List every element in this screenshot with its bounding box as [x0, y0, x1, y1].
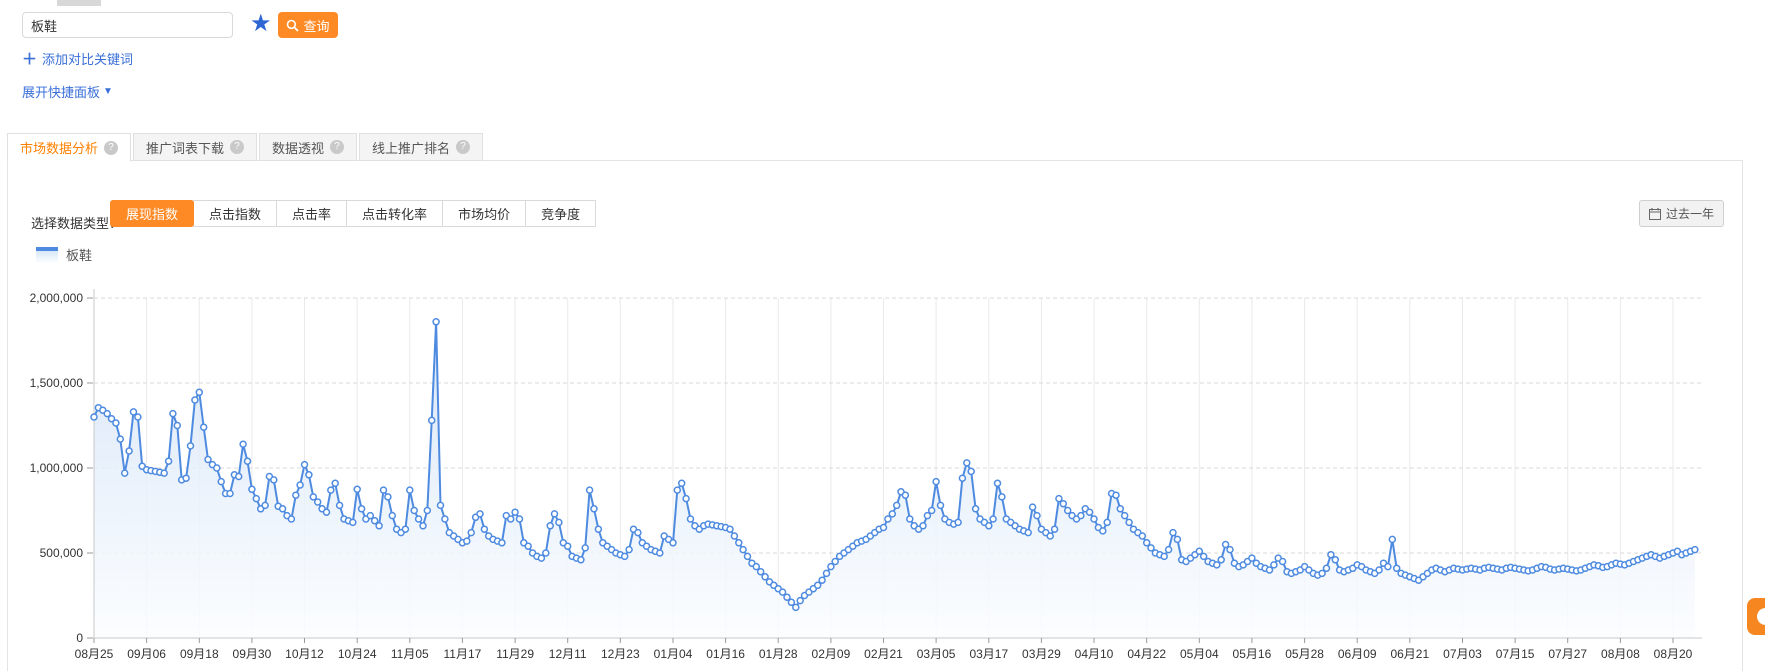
svg-text:01月16: 01月16	[706, 647, 745, 661]
help-icon[interactable]: ?	[330, 140, 345, 154]
plus-icon: ＋	[22, 51, 38, 68]
market-analysis-panel: 选择数据类型： 展现指数 点击指数 点击率 点击转化率 市场均价 竞争度 过去一…	[7, 160, 1743, 671]
svg-text:11月05: 11月05	[391, 647, 429, 661]
tab-bar: 市场数据分析 ? 推广词表下载 ? 数据透视 ? 线上推广排名 ?	[7, 133, 484, 162]
svg-text:05月16: 05月16	[1233, 647, 1272, 661]
trend-chart[interactable]: 0 500,000 1,000,000 1,500,000 2,000,000 08月25…	[21, 281, 1744, 671]
svg-text:2,000,000: 2,000,000	[30, 291, 84, 305]
svg-text:10月12: 10月12	[285, 647, 324, 661]
svg-text:03月17: 03月17	[969, 647, 1008, 661]
calendar-icon	[1648, 207, 1661, 220]
help-icon[interactable]: ?	[104, 140, 119, 155]
query-button-label: 查询	[303, 18, 330, 34]
help-icon[interactable]: ?	[456, 140, 471, 154]
svg-text:01月28: 01月28	[759, 647, 798, 661]
svg-text:11月17: 11月17	[443, 647, 481, 661]
data-type-button-group: 展现指数 点击指数 点击率 点击转化率 市场均价 竞争度	[110, 200, 597, 227]
svg-text:08月08: 08月08	[1601, 647, 1640, 661]
tab-online-promo-ranking[interactable]: 线上推广排名 ?	[359, 133, 484, 161]
select-data-type-label: 选择数据类型：	[31, 216, 123, 231]
svg-text:03月29: 03月29	[1022, 647, 1061, 661]
svg-text:03月05: 03月05	[917, 647, 956, 661]
type-market-avg-price[interactable]: 市场均价	[442, 200, 527, 227]
expand-quick-panel-link[interactable]: 展开快捷面板 ▼	[22, 82, 113, 101]
top-edge-fragment	[57, 0, 101, 6]
tab-promo-wordlist-download[interactable]: 推广词表下载 ?	[133, 133, 258, 161]
svg-text:04月10: 04月10	[1075, 647, 1114, 661]
svg-text:05月04: 05月04	[1180, 647, 1219, 661]
tab-data-pivot[interactable]: 数据透视 ?	[259, 133, 358, 161]
chat-ball-icon	[1757, 608, 1765, 625]
svg-text:09月06: 09月06	[127, 647, 166, 661]
svg-text:05月28: 05月28	[1285, 647, 1324, 661]
svg-text:06月21: 06月21	[1390, 647, 1429, 661]
legend-swatch	[36, 246, 58, 263]
tab-market-data-analysis[interactable]: 市场数据分析 ?	[7, 133, 132, 162]
caret-down-icon: ▼	[103, 86, 113, 97]
svg-text:12月23: 12月23	[601, 647, 640, 661]
svg-text:09月30: 09月30	[233, 647, 272, 661]
help-icon[interactable]: ?	[230, 140, 245, 154]
svg-text:02月09: 02月09	[812, 647, 851, 661]
type-competition[interactable]: 竞争度	[525, 200, 597, 227]
trend-chart-svg: 0 500,000 1,000,000 1,500,000 2,000,000 08月25…	[30, 289, 1702, 661]
tab-label: 市场数据分析	[20, 141, 99, 156]
query-button[interactable]: 查询	[278, 12, 338, 38]
svg-text:07月15: 07月15	[1496, 647, 1535, 661]
type-click-conversion-rate[interactable]: 点击转化率	[346, 200, 444, 227]
svg-text:500,000: 500,000	[40, 546, 84, 560]
svg-text:06月09: 06月09	[1338, 647, 1377, 661]
favorite-star-icon[interactable]: ★	[250, 10, 272, 37]
floating-chat-widget[interactable]	[1747, 598, 1765, 635]
svg-text:12月11: 12月11	[549, 647, 587, 661]
expand-panel-label: 展开快捷面板	[22, 85, 101, 100]
svg-text:0: 0	[76, 631, 83, 645]
keyword-search-input[interactable]	[22, 12, 233, 38]
date-range-button[interactable]: 过去一年	[1639, 200, 1724, 227]
legend-label: 板鞋	[66, 248, 93, 263]
legend-item[interactable]: 板鞋	[36, 245, 92, 264]
svg-text:07月27: 07月27	[1548, 647, 1587, 661]
search-icon	[287, 19, 300, 32]
tab-label: 推广词表下载	[146, 140, 225, 156]
svg-text:07月03: 07月03	[1443, 647, 1482, 661]
type-click-rate[interactable]: 点击率	[276, 200, 348, 227]
svg-text:10月24: 10月24	[338, 647, 377, 661]
svg-text:08月25: 08月25	[75, 647, 114, 661]
svg-text:02月21: 02月21	[864, 647, 903, 661]
svg-text:08月20: 08月20	[1654, 647, 1693, 661]
svg-text:1,500,000: 1,500,000	[30, 376, 84, 390]
add-compare-keyword-link[interactable]: ＋ 添加对比关键词	[22, 48, 133, 69]
svg-text:1,000,000: 1,000,000	[30, 461, 84, 475]
tab-label: 数据透视	[272, 140, 325, 156]
type-click-index[interactable]: 点击指数	[193, 200, 278, 227]
type-impression-index[interactable]: 展现指数	[110, 200, 195, 227]
svg-text:01月04: 01月04	[654, 647, 693, 661]
svg-text:04月22: 04月22	[1127, 647, 1166, 661]
svg-text:11月29: 11月29	[496, 647, 534, 661]
tab-label: 线上推广排名	[372, 140, 451, 156]
date-range-label: 过去一年	[1665, 207, 1714, 221]
add-compare-label: 添加对比关键词	[42, 52, 134, 67]
svg-text:09月18: 09月18	[180, 647, 219, 661]
